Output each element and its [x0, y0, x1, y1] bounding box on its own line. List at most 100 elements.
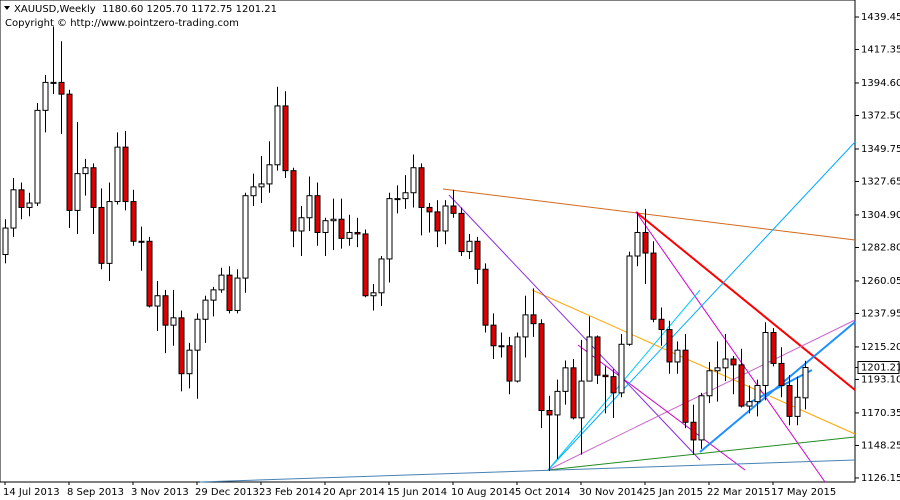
candle-body — [2, 227, 9, 256]
candle-body — [186, 349, 193, 375]
candle-body — [530, 314, 537, 325]
candle-body — [682, 349, 689, 423]
candle-body — [218, 274, 225, 291]
candle-body — [602, 374, 609, 378]
candle-body — [674, 349, 681, 363]
candle-body — [178, 317, 185, 375]
x-tick-label: 29 Dec 2013 — [195, 487, 259, 498]
candle-body — [402, 192, 409, 200]
price-label-box — [857, 361, 900, 375]
trend-line — [199, 459, 856, 483]
candle-body — [66, 93, 73, 211]
candle-body — [570, 367, 577, 419]
candle-body — [434, 211, 441, 232]
candle-body — [138, 240, 145, 243]
y-tick-label: 1260.05 — [861, 276, 900, 287]
candle-body — [498, 345, 505, 348]
candle-body — [658, 318, 665, 331]
candle-body — [146, 240, 153, 307]
candle-body — [250, 186, 257, 197]
y-tick-label: 1394.60 — [861, 78, 900, 89]
candle-body — [410, 167, 417, 194]
candle-body — [650, 252, 657, 320]
candle-body — [362, 233, 369, 297]
trend-line — [531, 289, 856, 435]
x-tick-label: 14 Jul 2013 — [3, 487, 60, 498]
candle-body — [98, 206, 105, 264]
candle-body — [226, 274, 233, 311]
candle-body — [730, 358, 737, 366]
candle-body — [354, 231, 361, 235]
candle-body — [298, 217, 305, 232]
chart-title: XAUUSD,Weekly 1180.60 1205.70 1172.75 12… — [14, 4, 277, 15]
menu-triangle — [4, 6, 10, 10]
y-tick-label: 1193.10 — [861, 374, 900, 385]
x-tick-label: 30 Nov 2014 — [579, 487, 643, 498]
candle-body — [242, 195, 249, 279]
x-tick-label: 8 Sep 2013 — [67, 487, 124, 498]
candle-body — [802, 367, 809, 399]
candle-body — [210, 289, 217, 301]
candle-body — [34, 109, 41, 204]
candle-body — [610, 376, 617, 394]
candle-body — [698, 395, 705, 441]
candle-body — [482, 268, 489, 326]
candle-body — [202, 299, 209, 320]
y-tick-label: 1215.20 — [861, 342, 900, 353]
candle-body — [386, 198, 393, 260]
copyright: Copyright © http://www.pointzero-trading… — [5, 18, 239, 29]
candle-body — [82, 167, 89, 175]
plot-frame — [0, 0, 856, 483]
y-tick-label: 1372.50 — [861, 110, 900, 121]
candle-body — [458, 212, 465, 253]
candle-body — [154, 295, 161, 307]
candle-body — [666, 329, 673, 363]
candle-body — [690, 421, 697, 441]
x-tick-label: 5 Oct 2014 — [515, 487, 570, 498]
candle-body — [626, 255, 633, 345]
y-tick-label: 1126.15 — [861, 473, 900, 484]
candle-body — [130, 201, 137, 242]
candle-body — [778, 362, 785, 386]
candle-body — [346, 231, 353, 239]
candle-body — [10, 189, 17, 229]
candle-body — [74, 173, 81, 211]
candle-body — [546, 409, 553, 416]
y-tick-label: 1304.90 — [861, 210, 900, 221]
y-tick-label: 1237.95 — [861, 308, 900, 319]
trend-line — [547, 141, 856, 471]
candle-body — [490, 324, 497, 347]
y-tick-label: 1170.35 — [861, 408, 900, 419]
candle-body — [586, 336, 593, 382]
candle-body — [794, 396, 801, 417]
trend-line — [547, 436, 856, 471]
candle-body — [762, 332, 769, 386]
y-tick-label: 1439.45 — [861, 12, 900, 23]
candle-body — [450, 205, 457, 214]
candle-body — [466, 240, 473, 253]
x-tick-label: 3 Nov 2013 — [131, 487, 189, 498]
x-tick-label: 20 Apr 2014 — [323, 487, 385, 498]
candle-body — [442, 205, 449, 232]
candle-body — [122, 146, 129, 203]
candle-body — [770, 332, 777, 364]
x-tick-label: 25 Jan 2015 — [643, 487, 703, 498]
candle-body — [378, 258, 385, 294]
candle-body — [26, 202, 33, 208]
candle-body — [274, 105, 281, 166]
candle-body — [554, 390, 561, 416]
candle-body — [170, 317, 177, 326]
candle-body — [50, 81, 57, 84]
candle-body — [306, 195, 313, 219]
candle-body — [370, 292, 377, 297]
x-tick-label: 15 Jun 2014 — [387, 487, 447, 498]
trend-line — [442, 188, 856, 241]
candle-body — [90, 167, 97, 208]
candle-body — [642, 231, 649, 254]
candle-body — [162, 295, 169, 326]
candle-body — [394, 198, 401, 201]
candle-body — [754, 384, 761, 403]
candle-body — [706, 370, 713, 397]
